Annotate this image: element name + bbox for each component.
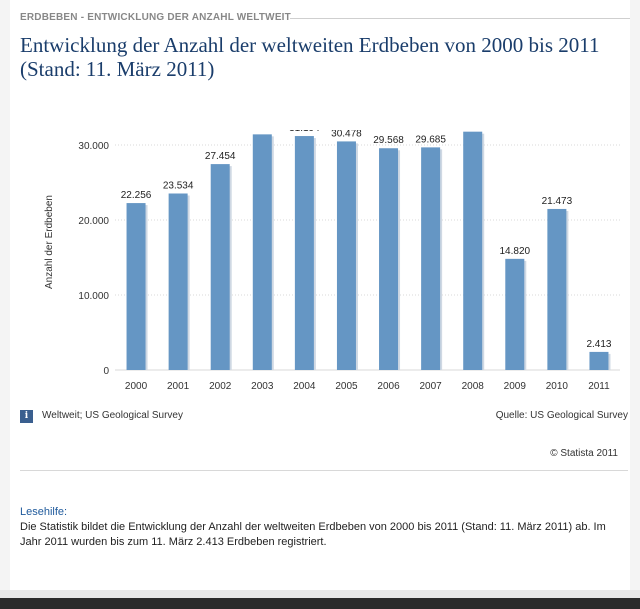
bar-value-label: 27.454 bbox=[205, 151, 236, 162]
bar bbox=[505, 258, 525, 370]
x-tick-label: 2000 bbox=[125, 381, 148, 392]
bar bbox=[210, 164, 230, 370]
bar-value-label: 29.568 bbox=[373, 135, 404, 146]
bar-value-label: 22.256 bbox=[121, 190, 152, 201]
y-tick-label: 30.000 bbox=[78, 141, 109, 152]
bar bbox=[463, 131, 483, 370]
y-tick-label: 20.000 bbox=[78, 216, 109, 227]
x-tick-label: 2009 bbox=[504, 381, 527, 392]
section-divider bbox=[290, 18, 630, 19]
chart-canvas: 0 10.000 20.000 30.000 Anzahl der Erdbeben 22… bbox=[44, 130, 620, 392]
bar-value-label: 31.194 bbox=[289, 130, 320, 134]
y-tick-label: 10.000 bbox=[78, 291, 109, 302]
x-tick-label: 2007 bbox=[420, 381, 443, 392]
bar-value-label: 23.534 bbox=[163, 180, 194, 191]
statistic-card: ERDBEBEN - ENTWICKLUNG DER ANZAHL WELTWE… bbox=[10, 0, 630, 590]
bar-value-label: 31.419 bbox=[247, 130, 278, 132]
bar bbox=[336, 141, 356, 370]
bar bbox=[379, 148, 399, 370]
bottom-edge bbox=[0, 598, 640, 609]
info-icon[interactable]: i bbox=[20, 410, 33, 423]
footer-divider bbox=[20, 470, 628, 471]
y-axis-title: Anzahl der Erdbeben bbox=[44, 195, 55, 289]
chart-source: Quelle: US Geological Survey bbox=[495, 410, 628, 421]
x-tick-label: 2011 bbox=[588, 381, 610, 392]
x-tick-label: 2010 bbox=[546, 381, 569, 392]
copyright-label: © Statista 2011 bbox=[550, 448, 618, 459]
bar bbox=[168, 193, 188, 370]
y-tick-label: 0 bbox=[103, 366, 109, 377]
bar bbox=[294, 136, 314, 370]
bar bbox=[547, 208, 567, 370]
bar-value-label: 14.820 bbox=[499, 246, 530, 257]
bar bbox=[252, 134, 272, 370]
x-tick-label: 2006 bbox=[377, 381, 400, 392]
bar-value-label: 30.478 bbox=[331, 130, 362, 139]
bar bbox=[589, 351, 609, 370]
bar-value-label: 21.473 bbox=[542, 196, 573, 207]
x-tick-label: 2001 bbox=[167, 381, 190, 392]
reading-help-text: Die Statistik bildet die Entwicklung der… bbox=[20, 521, 606, 548]
reading-help-title: Lesehilfe: bbox=[20, 506, 68, 518]
bar-value-label: 2.413 bbox=[586, 339, 611, 350]
section-label: ERDBEBEN - ENTWICKLUNG DER ANZAHL WELTWE… bbox=[20, 12, 291, 23]
bar-chart: 0 10.000 20.000 30.000 Anzahl der Erdbeben 22… bbox=[20, 130, 630, 400]
bar-value-label: 29.685 bbox=[415, 134, 446, 145]
chart-info-row: i Weltweit; US Geological Survey Quelle:… bbox=[20, 410, 628, 426]
x-tick-label: 2002 bbox=[209, 381, 232, 392]
x-tick-label: 2005 bbox=[335, 381, 358, 392]
bar bbox=[126, 203, 146, 370]
x-tick-label: 2003 bbox=[251, 381, 274, 392]
chart-title: Entwicklung der Anzahl der weltweiten Er… bbox=[20, 33, 600, 81]
x-tick-label: 2004 bbox=[293, 381, 316, 392]
bar bbox=[421, 147, 441, 370]
chart-note: Weltweit; US Geological Survey bbox=[42, 410, 183, 421]
x-tick-label: 2008 bbox=[462, 381, 485, 392]
